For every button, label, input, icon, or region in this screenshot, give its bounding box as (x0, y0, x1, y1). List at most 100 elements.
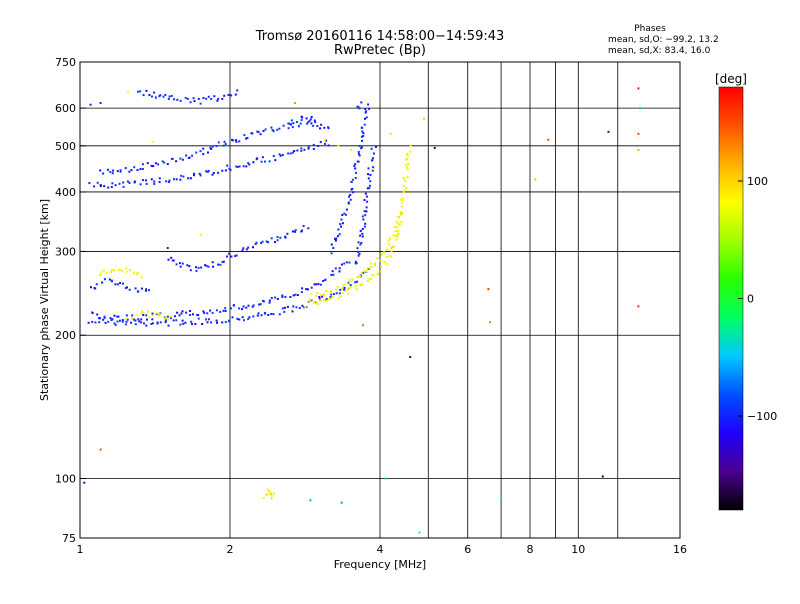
data-point (389, 132, 392, 135)
data-point (376, 257, 379, 260)
data-point (170, 256, 173, 259)
data-point (354, 281, 357, 284)
data-point (110, 270, 113, 273)
data-point (347, 201, 350, 204)
data-point (409, 356, 412, 358)
data-point (357, 150, 360, 153)
data-point (109, 317, 112, 320)
data-point (264, 160, 266, 163)
info-line-o: mean, sd,O: −99.2, 13.2 (608, 35, 719, 45)
data-point (366, 200, 369, 203)
data-point (390, 250, 393, 253)
data-point (384, 477, 387, 480)
data-point (339, 295, 342, 298)
data-point (202, 153, 205, 156)
data-point (401, 197, 404, 200)
data-point (238, 307, 241, 310)
data-point (236, 89, 239, 92)
data-point (141, 310, 144, 313)
data-point (334, 237, 336, 240)
data-point (295, 306, 298, 309)
data-point (248, 163, 251, 166)
data-point (317, 145, 320, 147)
data-point (307, 147, 310, 150)
data-point (340, 225, 343, 228)
data-point (172, 319, 175, 322)
data-point (151, 140, 154, 143)
data-point (185, 154, 188, 157)
data-point (195, 266, 197, 269)
data-point (221, 321, 224, 324)
data-point (166, 315, 169, 318)
data-point (309, 118, 312, 121)
data-point (189, 314, 192, 316)
grid-lines (80, 62, 680, 538)
data-point (345, 208, 348, 211)
data-point (140, 312, 143, 315)
data-point (272, 492, 275, 495)
data-point (103, 317, 106, 320)
data-point (124, 287, 127, 290)
data-point (406, 157, 409, 160)
data-point (139, 183, 142, 186)
data-point (303, 306, 306, 309)
data-point (122, 185, 125, 188)
data-point (166, 247, 169, 249)
data-point (309, 298, 312, 301)
data-point (324, 142, 326, 145)
data-point (351, 278, 354, 281)
data-point (210, 321, 213, 324)
data-point (179, 157, 182, 160)
data-point (356, 247, 359, 250)
data-point (294, 230, 296, 233)
data-point (83, 481, 86, 484)
data-point (401, 198, 404, 201)
data-point (113, 314, 116, 317)
data-point (278, 153, 281, 156)
data-point (299, 122, 302, 125)
data-point (140, 276, 143, 279)
data-point (151, 318, 154, 321)
data-point (364, 108, 367, 110)
data-point (256, 314, 259, 317)
data-point (94, 321, 97, 324)
data-point (188, 156, 191, 159)
data-point (401, 212, 403, 214)
data-point (119, 268, 122, 271)
data-point (185, 311, 188, 314)
data-point (363, 199, 366, 201)
data-point (489, 321, 491, 324)
data-point (315, 301, 318, 303)
data-point (291, 310, 294, 313)
data-point (224, 307, 227, 310)
data-point (211, 145, 214, 148)
data-point (401, 202, 404, 205)
data-points (83, 87, 641, 534)
data-point (272, 313, 275, 316)
data-point (269, 493, 272, 496)
data-point (171, 259, 174, 262)
data-point (357, 152, 360, 155)
data-point (397, 216, 400, 218)
data-point (341, 292, 344, 294)
data-point (270, 497, 273, 500)
data-point (126, 286, 128, 289)
data-point (361, 228, 364, 230)
data-point (195, 151, 198, 154)
data-point (134, 287, 137, 290)
data-point (210, 148, 213, 150)
data-point (306, 122, 309, 125)
data-point (359, 284, 362, 287)
data-point (289, 296, 292, 298)
data-point (383, 251, 385, 254)
data-point (388, 236, 391, 239)
data-point (281, 295, 284, 298)
data-point (151, 322, 154, 325)
data-point (392, 234, 395, 237)
data-point (165, 317, 168, 320)
data-point (314, 294, 317, 297)
data-point (394, 230, 397, 233)
data-point (322, 280, 325, 282)
data-point (500, 497, 503, 499)
data-point (365, 206, 368, 209)
